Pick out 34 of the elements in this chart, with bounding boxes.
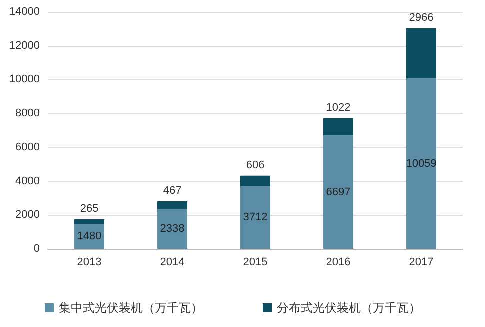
y-tick-label: 0	[34, 243, 40, 255]
bar	[158, 202, 188, 210]
bar	[324, 118, 354, 136]
bar	[240, 176, 270, 186]
data-label: 1022	[326, 102, 351, 114]
data-label: 2966	[409, 12, 434, 24]
x-tick-label: 2014	[160, 256, 185, 268]
y-tick-label: 2000	[16, 209, 40, 222]
data-label: 2338	[160, 223, 185, 236]
bar	[158, 209, 188, 249]
bar	[406, 78, 436, 249]
x-tick-label: 2017	[409, 256, 434, 268]
data-label: 10059	[406, 158, 437, 170]
data-label: 1480	[77, 230, 102, 242]
y-tick-label: 12000	[9, 40, 40, 52]
x-tick-label: 2016	[326, 256, 351, 268]
y-tick-label: 14000	[9, 6, 40, 18]
y-tick-label: 8000	[16, 108, 40, 120]
legend-label: 分布式光伏装机（万千瓦）	[277, 301, 421, 315]
data-label: 606	[246, 159, 265, 172]
data-label: 6697	[326, 186, 351, 198]
data-label: 3712	[243, 212, 268, 224]
data-label: 265	[80, 202, 99, 215]
bar	[406, 28, 436, 79]
y-tick-label: 4000	[16, 175, 40, 188]
bar	[240, 186, 270, 249]
bar	[74, 219, 104, 224]
data-label: 467	[163, 185, 182, 198]
x-tick-label: 2015	[243, 256, 268, 268]
y-tick-label: 6000	[16, 141, 40, 154]
x-tick-label: 2013	[77, 256, 102, 268]
legend-label: 集中式光伏装机（万千瓦）	[59, 301, 203, 315]
bar	[324, 136, 354, 249]
y-tick-label: 10000	[9, 74, 40, 86]
